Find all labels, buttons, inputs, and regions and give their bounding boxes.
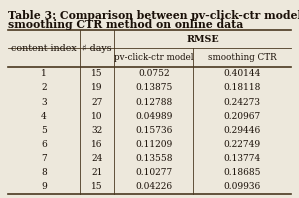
Text: 19: 19 bbox=[91, 83, 103, 92]
Text: 15: 15 bbox=[91, 69, 103, 78]
Text: content index: content index bbox=[11, 44, 77, 53]
Text: 0.04226: 0.04226 bbox=[135, 182, 172, 191]
Text: smoothing CTR: smoothing CTR bbox=[208, 53, 277, 62]
Text: 7: 7 bbox=[41, 154, 47, 163]
Text: 0.04989: 0.04989 bbox=[135, 112, 173, 121]
Text: RMSE: RMSE bbox=[186, 35, 219, 44]
Text: 0.22749: 0.22749 bbox=[224, 140, 261, 149]
Text: 0.11209: 0.11209 bbox=[135, 140, 172, 149]
Text: 9: 9 bbox=[41, 182, 47, 191]
Text: 24: 24 bbox=[91, 154, 103, 163]
Text: 4: 4 bbox=[41, 112, 47, 121]
Text: 0.0752: 0.0752 bbox=[138, 69, 170, 78]
Text: 0.09936: 0.09936 bbox=[224, 182, 261, 191]
Text: 0.29446: 0.29446 bbox=[224, 126, 261, 135]
Text: 3: 3 bbox=[41, 98, 47, 107]
Text: 32: 32 bbox=[91, 126, 103, 135]
Text: 0.12788: 0.12788 bbox=[135, 98, 172, 107]
Text: 0.10277: 0.10277 bbox=[135, 168, 172, 177]
Text: Table 3: Comparison between pv-click-ctr model and: Table 3: Comparison between pv-click-ctr… bbox=[8, 10, 299, 21]
Text: 5: 5 bbox=[41, 126, 47, 135]
Text: 0.13774: 0.13774 bbox=[224, 154, 261, 163]
Text: smoothing CTR method on online data: smoothing CTR method on online data bbox=[8, 19, 243, 30]
Text: 27: 27 bbox=[91, 98, 103, 107]
Text: 0.24273: 0.24273 bbox=[224, 98, 261, 107]
Text: 0.40144: 0.40144 bbox=[223, 69, 261, 78]
Text: 1: 1 bbox=[41, 69, 47, 78]
Text: 0.13558: 0.13558 bbox=[135, 154, 173, 163]
Text: 16: 16 bbox=[91, 140, 103, 149]
Text: 0.15736: 0.15736 bbox=[135, 126, 173, 135]
Text: 21: 21 bbox=[91, 168, 103, 177]
Text: 10: 10 bbox=[91, 112, 103, 121]
Text: ♯ days: ♯ days bbox=[82, 44, 112, 53]
Text: 0.13875: 0.13875 bbox=[135, 83, 173, 92]
Text: 0.20967: 0.20967 bbox=[224, 112, 261, 121]
Text: 0.18685: 0.18685 bbox=[223, 168, 261, 177]
Text: pv-click-ctr model: pv-click-ctr model bbox=[114, 53, 193, 62]
Text: 6: 6 bbox=[41, 140, 47, 149]
Text: 8: 8 bbox=[41, 168, 47, 177]
Text: 2: 2 bbox=[41, 83, 47, 92]
Text: 0.18118: 0.18118 bbox=[223, 83, 261, 92]
Text: 15: 15 bbox=[91, 182, 103, 191]
